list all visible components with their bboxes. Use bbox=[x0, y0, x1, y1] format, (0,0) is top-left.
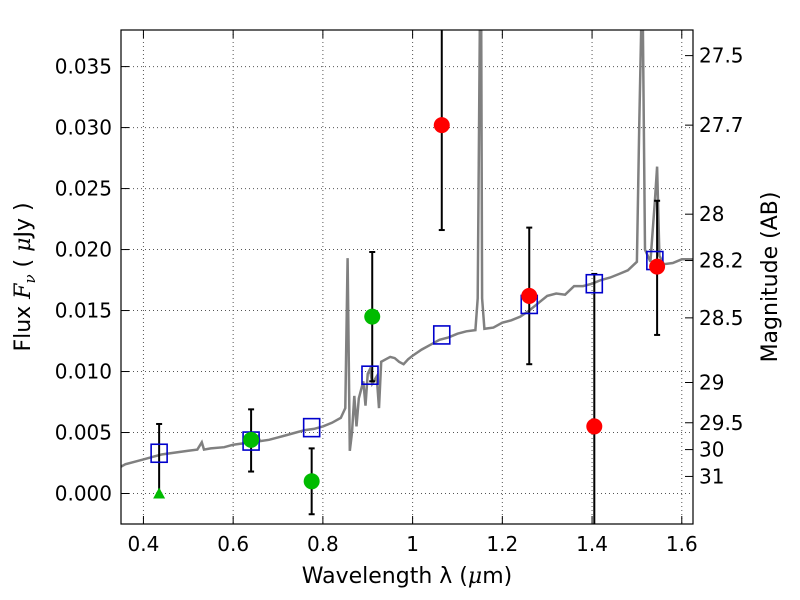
magnitude-tick-label-6: 29.5 bbox=[699, 411, 744, 435]
x-axis-label: Wavelength λ (μm) bbox=[302, 564, 512, 589]
y-tick-label-7: 0.035 bbox=[55, 55, 112, 79]
y-tick-label-0: 0.000 bbox=[55, 482, 112, 506]
data-point-green-3 bbox=[364, 308, 381, 325]
model-flux-square-0 bbox=[150, 443, 168, 464]
data-point-green-0 bbox=[153, 487, 166, 499]
magnitude-tick-label-8: 31 bbox=[699, 464, 724, 488]
y-tick-label-4: 0.020 bbox=[55, 238, 112, 262]
data-point-green-1 bbox=[243, 431, 260, 448]
axis-ticks bbox=[121, 30, 693, 524]
observed-flux-points bbox=[153, 117, 666, 499]
data-point-red-1 bbox=[521, 287, 538, 304]
magnitude-tick-label-3: 28.2 bbox=[699, 249, 744, 273]
y-tick-labels: 0.000 0.005 0.010 0.015 0.020 0.025 0.030 0.035 bbox=[55, 55, 112, 506]
y-tick-label-5: 0.025 bbox=[55, 177, 112, 201]
magnitude-tick-label-4: 28.5 bbox=[699, 306, 744, 330]
x-tick-label-5: 1.4 bbox=[576, 532, 608, 556]
magnitude-tick-label-1: 27.7 bbox=[699, 113, 744, 137]
model-flux-square-3 bbox=[361, 365, 379, 385]
model-flux-square-2 bbox=[302, 417, 321, 438]
model-flux-square-4 bbox=[432, 325, 451, 345]
model-flux-square-6 bbox=[585, 273, 604, 294]
data-point-green-2 bbox=[303, 473, 320, 490]
magnitude-axis-label: Magnitude (AB) bbox=[758, 192, 783, 363]
magnitude-tick-label-0: 27.5 bbox=[699, 44, 744, 68]
y-tick-label-1: 0.005 bbox=[55, 421, 112, 445]
magnitude-tick-label-7: 30 bbox=[699, 438, 724, 462]
x-tick-labels: 0.4 0.6 0.8 1 1.2 1.4 1.6 bbox=[128, 532, 698, 556]
data-point-red-2 bbox=[586, 418, 603, 435]
y-axis-label: Flux Fν ( μJy ) bbox=[11, 202, 39, 351]
data-point-red-3 bbox=[649, 258, 666, 275]
magnitude-tick-label-5: 29 bbox=[699, 371, 724, 395]
plot-frame bbox=[120, 29, 694, 525]
x-tick-label-0: 0.4 bbox=[128, 532, 160, 556]
magnitude-tick-label-2: 28 bbox=[699, 202, 724, 226]
x-tick-label-2: 0.8 bbox=[307, 532, 339, 556]
x-tick-label-1: 0.6 bbox=[217, 532, 249, 556]
x-tick-label-3: 1 bbox=[406, 532, 419, 556]
data-point-red-0 bbox=[433, 117, 450, 134]
y-tick-label-2: 0.010 bbox=[55, 360, 112, 384]
error-bars bbox=[156, 30, 661, 524]
model-flux-squares bbox=[150, 250, 664, 464]
model-spectrum-line bbox=[121, 30, 693, 468]
y-tick-label-3: 0.015 bbox=[55, 299, 112, 323]
x-tick-label-6: 1.6 bbox=[666, 532, 698, 556]
y-tick-label-6: 0.030 bbox=[55, 116, 112, 140]
x-tick-label-4: 1.2 bbox=[486, 532, 518, 556]
